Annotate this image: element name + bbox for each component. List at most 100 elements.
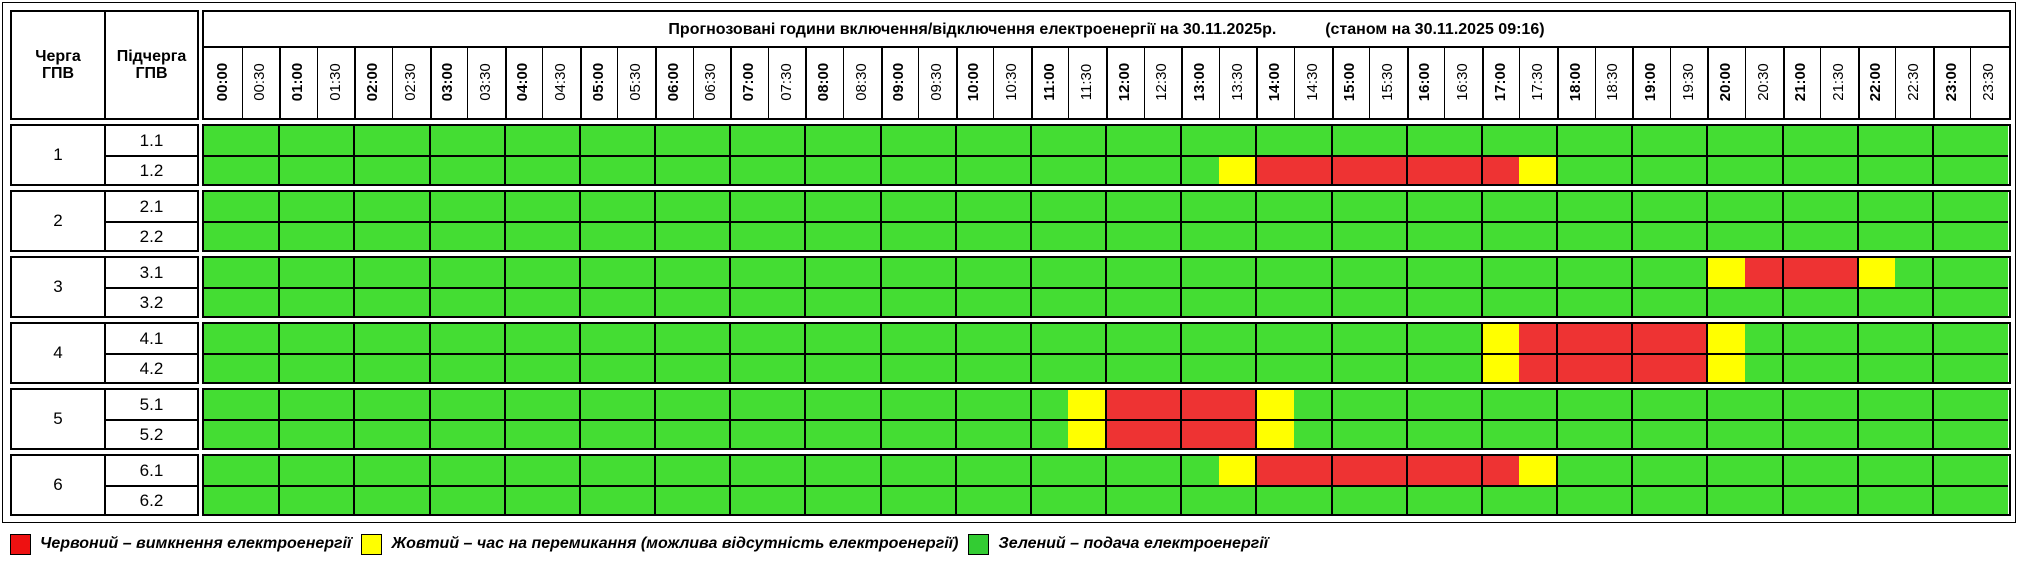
slot-cell [1030, 324, 1069, 354]
schedule-title-text: Прогнозовані години включення/відключенн… [668, 21, 1277, 38]
slot-cell [1481, 486, 1520, 516]
slot-cell [429, 486, 468, 516]
slot-cell [1406, 156, 1445, 186]
slot-cell [1406, 456, 1445, 486]
hour-grid-line [278, 192, 281, 250]
slot-cell [1444, 420, 1483, 450]
slot-cell [1068, 390, 1107, 420]
slot-cell [1106, 390, 1145, 420]
hour-grid-line [1480, 126, 1483, 184]
slot-cell [1707, 258, 1746, 288]
slot-cell [391, 156, 430, 186]
slot-cell [1181, 156, 1220, 186]
hour-grid-line [1556, 456, 1558, 514]
subqueue-cell: 1.1 1.2 [104, 124, 199, 186]
subqueue-cell: 6.1 6.2 [104, 454, 199, 516]
slot-cell [918, 288, 957, 318]
slot-cell [1895, 192, 1934, 222]
slot-cell [579, 156, 618, 186]
slot-cell [955, 456, 994, 486]
time-label: 07:00 [739, 62, 757, 102]
slot-cell [692, 192, 731, 222]
time-label: 03:00 [439, 62, 457, 102]
hour-grid-line [1556, 192, 1558, 250]
header-grid-line [993, 48, 995, 118]
slot-cell [279, 288, 318, 318]
hour-grid-line [879, 456, 882, 514]
slot-cell [429, 222, 468, 252]
legend-yellow-label: Жовтий – час на перемикання (можлива від… [391, 535, 959, 552]
slot-cell [655, 288, 694, 318]
header-grid-line [1669, 48, 1671, 118]
time-label: 06:30 [702, 63, 720, 101]
slot-cell [955, 420, 994, 450]
slot-cell [1594, 192, 1633, 222]
subqueue-divider [106, 419, 197, 421]
slot-cell [767, 324, 806, 354]
slot-cell [1406, 258, 1445, 288]
slot-cell [204, 324, 243, 354]
slot-cell [1293, 420, 1332, 450]
header-grid-line [1632, 48, 1635, 118]
schedule-grid-border [202, 388, 2011, 450]
slot-cell [767, 390, 806, 420]
subqueue-divider [106, 353, 197, 355]
slot-cell [1932, 258, 1971, 288]
slot-cell [1481, 258, 1520, 288]
slot-cell [1782, 354, 1821, 384]
slot-cell [1444, 156, 1483, 186]
slot-cell [1895, 258, 1934, 288]
slot-cell [1519, 456, 1558, 486]
slot-cell [1857, 288, 1896, 318]
slot-cell [1369, 420, 1408, 450]
slot-cell [204, 420, 243, 450]
slot-cell [1932, 456, 1971, 486]
hour-grid-line [578, 192, 581, 250]
slot-cell [1707, 456, 1746, 486]
schedule-grid-border [202, 322, 2011, 384]
slot-cell [579, 192, 618, 222]
slot-cell [1444, 456, 1483, 486]
hour-grid-line [729, 456, 732, 514]
hour-grid-line [654, 456, 656, 514]
time-label: 00:00 [213, 62, 231, 102]
green-swatch-icon [968, 533, 990, 555]
slot-cell [1369, 222, 1408, 252]
time-label: 12:30 [1153, 63, 1171, 101]
slot-cell [467, 258, 506, 288]
slot-cell [1331, 258, 1370, 288]
slot-cell [1519, 222, 1558, 252]
slot-cell [354, 222, 393, 252]
time-label: 14:00 [1266, 62, 1284, 102]
subqueue-label: 6.1 [139, 461, 164, 480]
slot-cell [655, 486, 694, 516]
hour-grid-line [1931, 258, 1934, 316]
slot-cell [1857, 126, 1896, 156]
slot-cell [730, 126, 769, 156]
header-grid-line [1068, 48, 1070, 118]
hour-grid-line [1180, 126, 1183, 184]
slot-cell [617, 420, 656, 450]
slot-cell [354, 126, 393, 156]
hour-grid-line [428, 324, 431, 382]
slot-cell [692, 420, 731, 450]
slot-cell [617, 486, 656, 516]
slot-cell [842, 456, 881, 486]
slot-cell [1406, 192, 1445, 222]
slot-cell [1519, 126, 1558, 156]
slot-cell [1143, 486, 1182, 516]
slot-cell [1218, 486, 1257, 516]
hour-grid-line [879, 192, 882, 250]
time-label: 20:30 [1754, 63, 1772, 101]
slot-cell [993, 390, 1032, 420]
slot-cell [279, 156, 318, 186]
slot-cell [204, 222, 243, 252]
hour-grid-line [428, 390, 431, 448]
slot-cell [354, 324, 393, 354]
hour-grid-line [1856, 324, 1859, 382]
slot-cell [1557, 420, 1596, 450]
hour-grid-line [654, 324, 656, 382]
hour-grid-line [1706, 126, 1709, 184]
slot-cell [579, 288, 618, 318]
header-grid-line [1557, 48, 1559, 118]
